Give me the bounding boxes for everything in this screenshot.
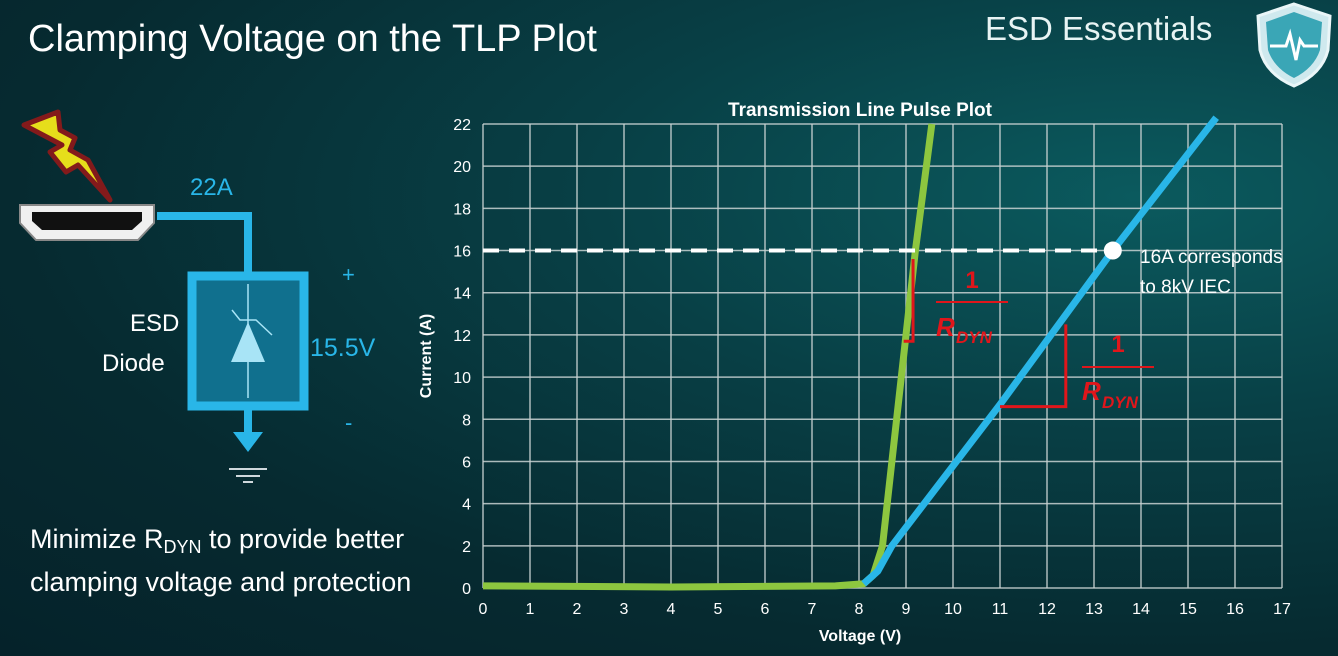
- x-tick-label: 4: [667, 601, 676, 618]
- slope-label-2-den: R: [1082, 376, 1101, 406]
- y-tick-label: 0: [462, 581, 471, 598]
- lightning-bolt-icon: [21, 109, 113, 203]
- y-axis-label: Current (A): [418, 314, 435, 398]
- x-tick-label: 5: [714, 601, 723, 618]
- shield-logo-icon: [1256, 2, 1332, 88]
- series-line-2: [861, 115, 1219, 587]
- x-tick-label: 8: [855, 601, 864, 618]
- device-label-diode: Diode: [102, 350, 165, 377]
- esd-circuit-diagram: [19, 109, 309, 483]
- current-label: 22A: [190, 174, 233, 201]
- x-tick-label: 11: [992, 601, 1009, 618]
- hdmi-port-icon: [19, 204, 155, 241]
- ground-icon: [229, 468, 267, 483]
- x-tick-label: 14: [1132, 601, 1150, 618]
- x-tick-label: 15: [1179, 601, 1197, 618]
- slope-triangle-2: [1000, 324, 1068, 409]
- slope-label-1-sub: DYN: [956, 328, 993, 347]
- slope-triangle-1: [903, 258, 915, 343]
- x-tick-label: 9: [902, 601, 911, 618]
- y-tick-label: 22: [453, 117, 471, 134]
- minus-sign: -: [345, 410, 353, 435]
- annotation-line-1: 16A corresponds: [1140, 247, 1283, 268]
- y-tick-label: 20: [453, 159, 471, 176]
- x-tick-label: 6: [761, 601, 770, 618]
- x-tick-label: 3: [620, 601, 629, 618]
- description-text: Minimize RDYN to provide better clamping…: [30, 522, 430, 600]
- x-tick-label: 1: [526, 601, 535, 618]
- y-tick-label: 2: [462, 539, 471, 556]
- desc-part: to provide better clamping voltage and p…: [30, 524, 412, 597]
- x-tick-label: 17: [1273, 601, 1291, 618]
- y-tick-label: 14: [453, 286, 471, 303]
- voltage-label: 15.5V: [310, 334, 376, 362]
- y-tick-label: 6: [462, 454, 471, 471]
- y-tick-label: 8: [462, 412, 471, 429]
- device-label-esd: ESD: [130, 310, 180, 337]
- slide-title: Clamping Voltage on the TLP Plot: [28, 18, 597, 60]
- x-tick-label: 16: [1226, 601, 1244, 618]
- desc-sub: DYN: [163, 537, 202, 557]
- plus-sign: +: [342, 262, 355, 287]
- chart-title: Transmission Line Pulse Plot: [728, 100, 993, 121]
- y-tick-label: 16: [453, 244, 471, 261]
- x-tick-label: 2: [573, 601, 582, 618]
- tvs-diode-icon: [231, 284, 273, 398]
- slope-label-2-num: 1: [1111, 331, 1124, 358]
- slope-label-2-sub: DYN: [1102, 393, 1139, 412]
- x-tick-label: 0: [479, 601, 488, 618]
- series-line-1: [482, 123, 936, 591]
- y-tick-label: 4: [462, 497, 471, 514]
- x-tick-label: 13: [1085, 601, 1103, 618]
- x-axis-label: Voltage (V): [819, 628, 901, 645]
- y-tick-label: 12: [453, 328, 471, 345]
- marker-point: [1103, 241, 1122, 260]
- slope-label-1-den: R: [936, 312, 955, 342]
- x-tick-label: 12: [1038, 601, 1056, 618]
- brand-name: ESD Essentials: [985, 10, 1213, 47]
- y-tick-label: 10: [453, 370, 471, 387]
- slope-label-1-num: 1: [965, 267, 978, 294]
- x-tick-label: 7: [808, 601, 817, 618]
- desc-part: Minimize R: [30, 524, 164, 554]
- y-tick-label: 18: [453, 201, 471, 218]
- annotation-line-2: to 8kV IEC: [1140, 277, 1231, 298]
- x-tick-label: 10: [944, 601, 962, 618]
